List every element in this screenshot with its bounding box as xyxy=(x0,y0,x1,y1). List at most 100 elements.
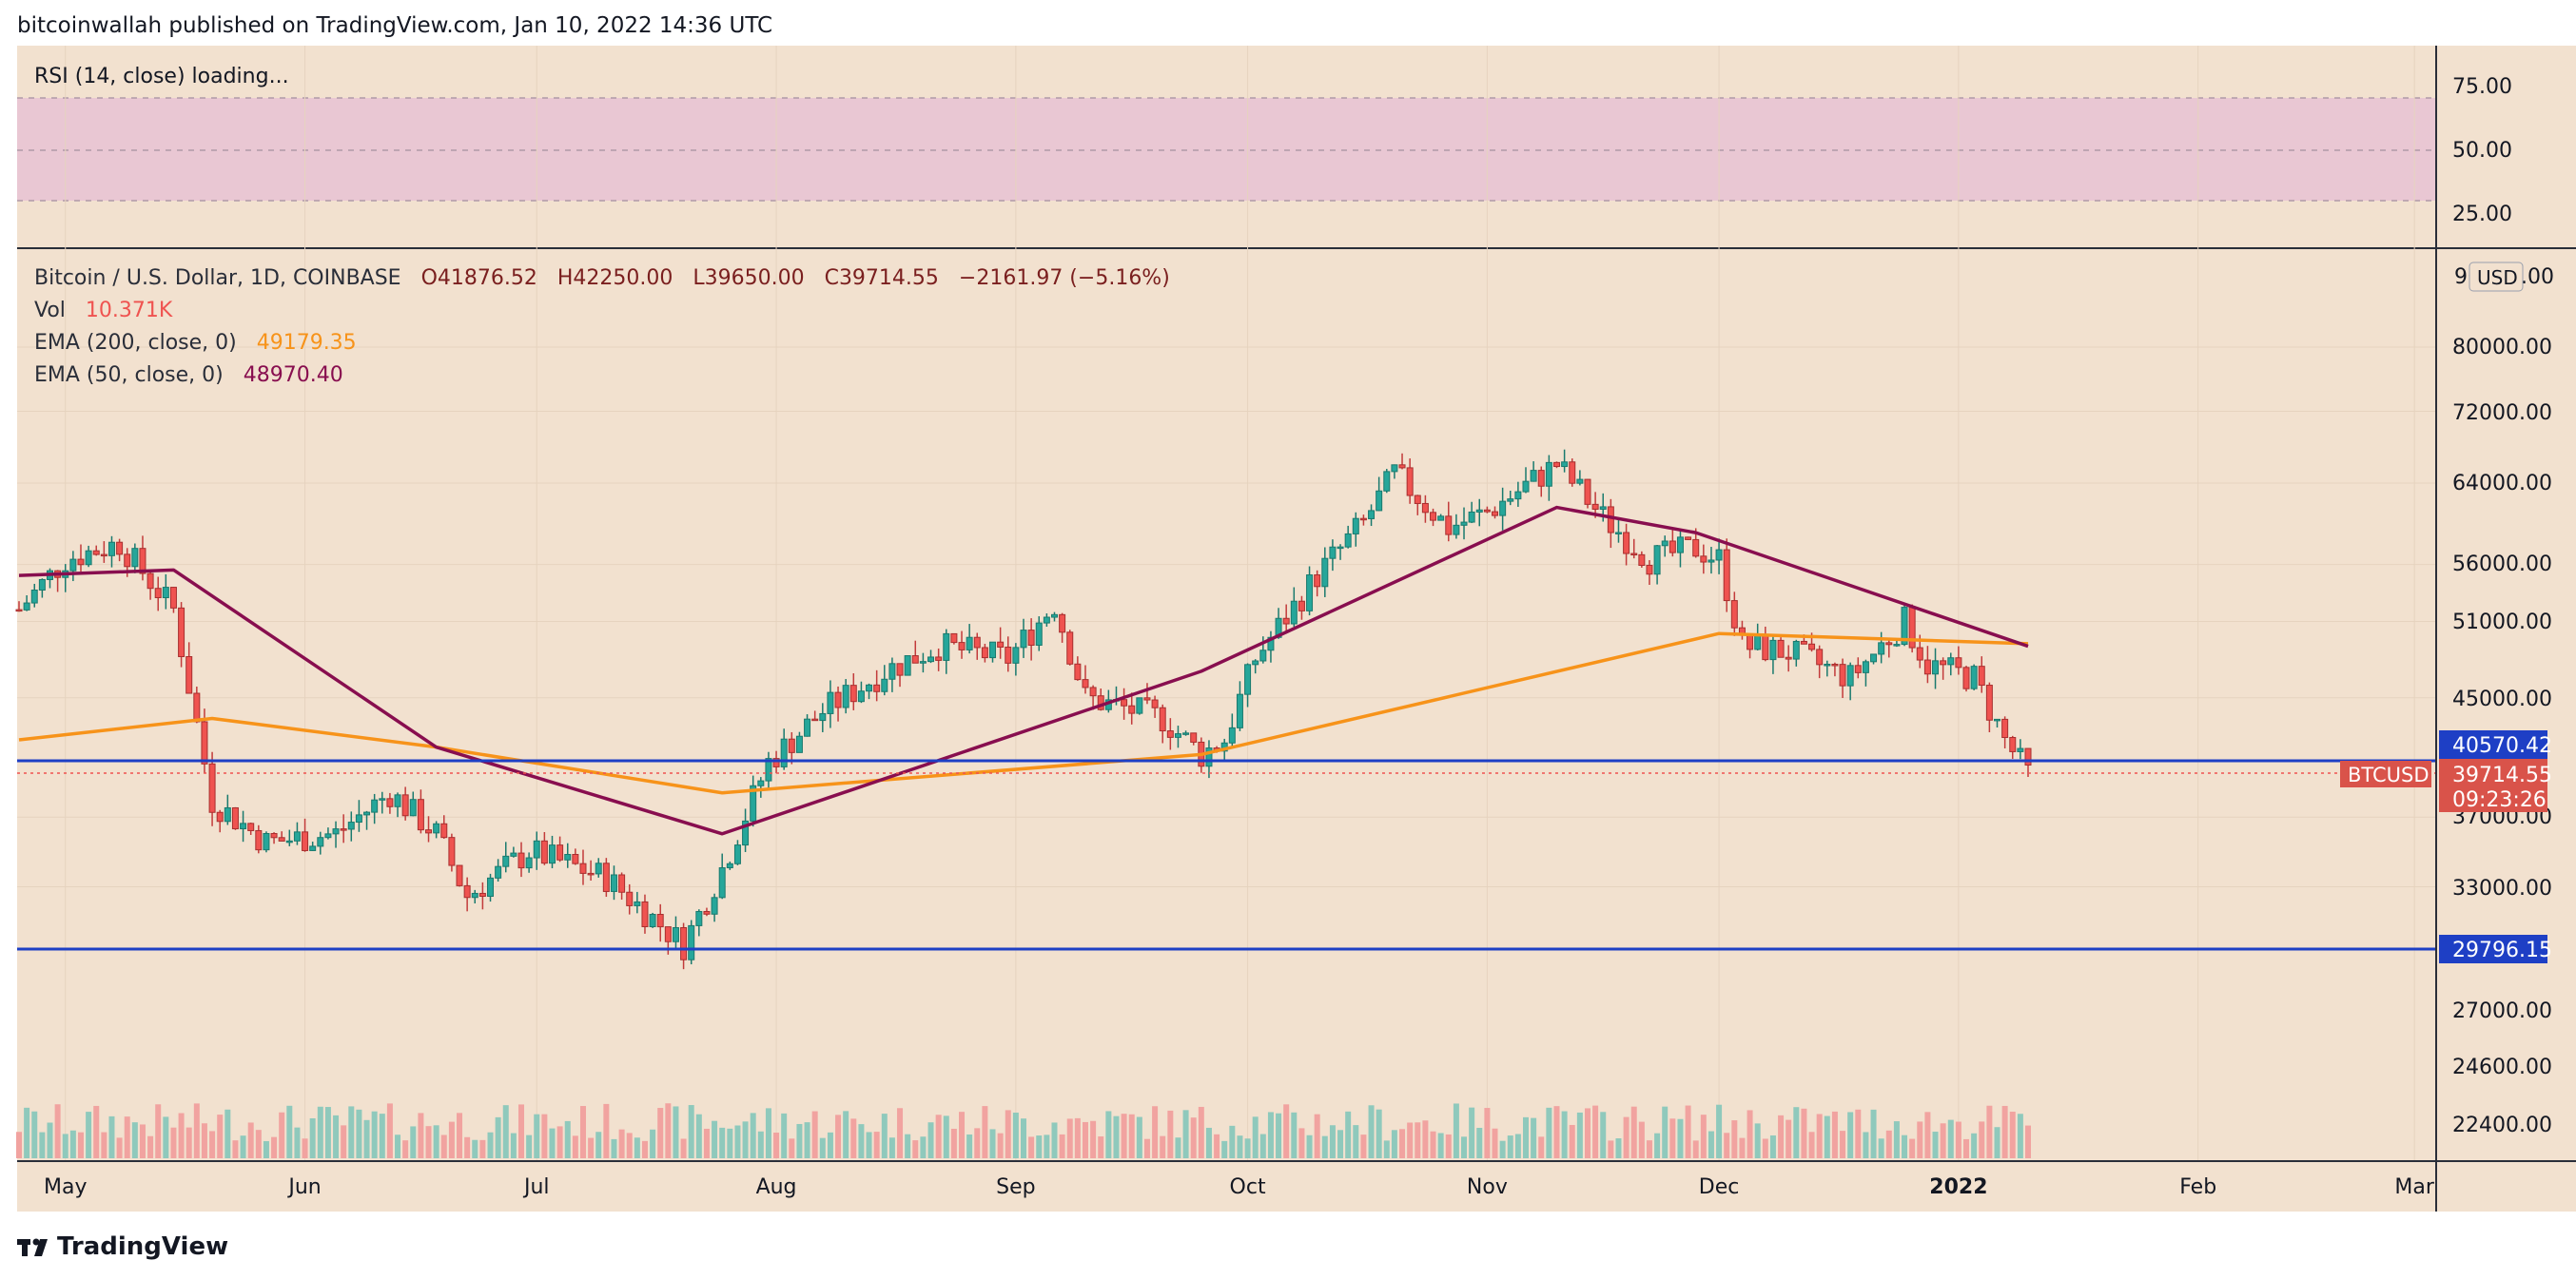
volume-bar xyxy=(1523,1116,1529,1158)
level-label-upper[interactable] xyxy=(2439,730,2547,759)
volume-bar xyxy=(1221,1140,1228,1158)
candle xyxy=(1715,549,1723,561)
volume-bar xyxy=(905,1134,911,1158)
vol-value: 10.371K xyxy=(85,299,173,322)
candle xyxy=(711,897,718,915)
candle xyxy=(540,840,548,864)
volume-bar xyxy=(811,1111,818,1158)
candle xyxy=(1514,491,1522,500)
last-price-value: 39714.55 xyxy=(2452,764,2552,787)
volume-bar xyxy=(62,1134,68,1158)
level-label-lower[interactable] xyxy=(2439,935,2547,963)
candle xyxy=(208,763,216,813)
candle xyxy=(888,663,896,680)
candle xyxy=(827,691,834,714)
candle xyxy=(1584,478,1591,505)
time-tick: Sep xyxy=(996,1175,1035,1199)
candle xyxy=(634,901,641,906)
volume-bar xyxy=(1267,1112,1274,1158)
volume-bar xyxy=(719,1127,726,1158)
candle xyxy=(1012,647,1020,664)
currency-badge[interactable] xyxy=(2469,262,2524,292)
candle xyxy=(487,877,495,898)
candle xyxy=(1383,471,1391,492)
candle xyxy=(355,814,362,824)
candle xyxy=(1398,464,1406,469)
candle xyxy=(548,844,556,864)
ema50-legend[interactable]: EMA (50, close, 0) 48970.40 xyxy=(34,363,343,387)
candle xyxy=(1893,644,1901,647)
volume-bar xyxy=(425,1126,432,1158)
candle xyxy=(718,867,726,899)
candle xyxy=(309,845,317,851)
volume-bar xyxy=(1677,1118,1684,1158)
candle xyxy=(1607,506,1614,533)
volume-bar xyxy=(440,1135,447,1158)
volume-bar xyxy=(178,1113,185,1158)
ticker-badge[interactable] xyxy=(2340,761,2431,787)
symbol-legend[interactable]: Bitcoin / U.S. Dollar, 1D, COINBASE O418… xyxy=(34,266,1170,290)
volume-bar xyxy=(1306,1135,1313,1158)
volume-bar xyxy=(1762,1138,1768,1158)
volume-bar xyxy=(1507,1135,1513,1158)
volume-legend[interactable]: Vol 10.371K xyxy=(34,299,172,322)
volume-bar xyxy=(1994,1127,2000,1158)
candle xyxy=(440,823,448,839)
price-axis-pane xyxy=(2437,46,2576,1160)
price-tick: 33000.00 xyxy=(2452,877,2552,901)
symbol-name: Bitcoin / U.S. Dollar, 1D, COINBASE xyxy=(34,266,401,290)
candle xyxy=(1614,532,1622,534)
volume-bar xyxy=(518,1104,524,1158)
time-tick: Jun xyxy=(286,1175,321,1199)
candle xyxy=(997,641,1005,648)
candle xyxy=(178,607,185,657)
candle xyxy=(116,541,124,555)
candle xyxy=(1460,521,1468,526)
candle xyxy=(1994,718,2001,722)
time-tick: Oct xyxy=(1230,1175,1266,1199)
candle xyxy=(1337,546,1344,550)
time-axis[interactable]: May Jun Jul Aug Sep Oct Nov Dec 2022 Feb Mar xyxy=(44,1175,2435,1199)
volume-bar xyxy=(286,1105,293,1158)
candle xyxy=(1414,495,1421,504)
candle xyxy=(1947,657,1955,666)
candle xyxy=(1808,643,1816,650)
price-tick: 72000.00 xyxy=(2452,401,2552,425)
candle xyxy=(919,661,927,664)
volume-bar xyxy=(858,1124,865,1158)
volume-bar xyxy=(510,1133,517,1158)
volume-bar xyxy=(47,1122,53,1158)
candle xyxy=(1483,509,1491,513)
volume-bar xyxy=(1793,1107,1800,1158)
candle xyxy=(240,823,247,830)
volume-bar xyxy=(1252,1116,1259,1158)
volume-bar xyxy=(1831,1111,1838,1158)
volume-bar xyxy=(1646,1140,1652,1158)
candle xyxy=(1985,685,1993,721)
volume-bar xyxy=(1816,1114,1823,1158)
candle xyxy=(231,806,239,830)
volume-bar xyxy=(1190,1117,1197,1158)
candle xyxy=(1298,600,1305,611)
last-price-label[interactable] xyxy=(2439,759,2547,812)
ohlc-low: L39650.00 xyxy=(693,266,805,290)
candle xyxy=(873,684,881,692)
candle xyxy=(502,855,510,867)
volume-bar xyxy=(324,1107,331,1158)
tradingview-logo[interactable]: TradingView xyxy=(17,1232,228,1261)
candle xyxy=(1437,515,1445,521)
candle xyxy=(1762,634,1769,661)
price-tick: 80000.00 xyxy=(2452,336,2552,359)
volume-bar xyxy=(1940,1123,1946,1158)
volume-bar xyxy=(1205,1127,1212,1158)
candle xyxy=(456,864,463,886)
volume-bar xyxy=(1514,1134,1521,1158)
candle xyxy=(795,735,803,753)
volume-bar xyxy=(395,1135,401,1158)
ema200-legend[interactable]: EMA (200, close, 0) 49179.35 xyxy=(34,331,357,355)
candle xyxy=(1708,559,1715,563)
candle xyxy=(15,609,23,612)
candle xyxy=(302,831,309,851)
volume-bar xyxy=(386,1103,393,1158)
